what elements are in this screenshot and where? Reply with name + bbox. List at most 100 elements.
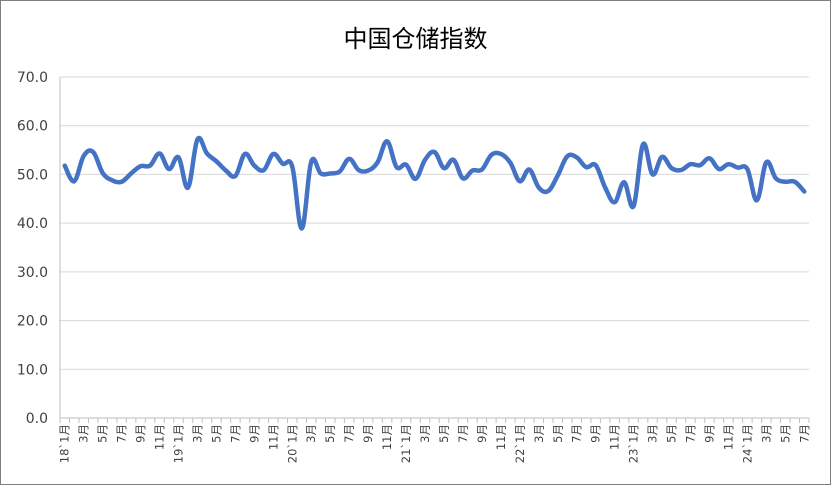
- data-point: [130, 173, 132, 175]
- data-point: [538, 187, 540, 189]
- x-tick-label: 7月: [115, 424, 129, 443]
- data-point: [225, 170, 227, 172]
- data-point: [595, 164, 597, 166]
- data-point: [481, 169, 483, 171]
- data-point: [547, 190, 549, 192]
- data-point: [434, 151, 436, 153]
- data-point: [728, 163, 730, 165]
- x-tick-label: 3月: [304, 424, 318, 443]
- data-point: [614, 201, 616, 203]
- data-point: [254, 165, 256, 167]
- x-tick-label: 23`1月: [627, 424, 641, 463]
- data-point: [197, 139, 199, 141]
- data-point: [282, 163, 284, 165]
- y-tick-label: 10.0: [17, 362, 48, 378]
- data-point: [519, 180, 521, 182]
- data-point: [405, 164, 407, 166]
- data-point: [566, 156, 568, 158]
- x-tick-label: 9月: [247, 424, 261, 443]
- x-tick-label: 11月: [380, 424, 394, 450]
- data-point: [709, 158, 711, 160]
- x-tick-label: 18`1月: [58, 424, 72, 463]
- data-point: [453, 159, 455, 161]
- x-tick-labels: 18`1月 3月 5月 7月 9月 11月 19`1月 3月 5月 7月 9月 11月 20`1月 3月 5…: [58, 424, 812, 463]
- x-tick-label: 11月: [608, 424, 622, 450]
- data-point: [121, 181, 123, 183]
- data-point: [794, 181, 796, 183]
- x-tick-label: 7月: [683, 424, 697, 443]
- data-point: [491, 154, 493, 156]
- data-point: [111, 179, 113, 181]
- data-point: [500, 153, 502, 155]
- x-tick-label: 9月: [475, 424, 489, 443]
- x-tick-label: 5月: [96, 424, 110, 443]
- data-point: [310, 161, 312, 163]
- x-tick-label: 7月: [570, 424, 584, 443]
- data-point: [803, 191, 805, 193]
- data-point: [92, 151, 94, 153]
- data-point: [396, 166, 398, 168]
- x-tick-label: 11月: [153, 424, 167, 450]
- data-point: [472, 170, 474, 172]
- x-tick-label: 11月: [721, 424, 735, 450]
- data-point: [775, 178, 777, 180]
- x-tick-label: 7月: [456, 424, 470, 443]
- data-point: [680, 169, 682, 171]
- data-point: [273, 153, 275, 155]
- y-tick-label: 0.0: [26, 411, 48, 427]
- data-point: [291, 166, 293, 168]
- x-tick-label: 9月: [589, 424, 603, 443]
- data-point: [415, 178, 417, 180]
- data-point: [83, 155, 85, 157]
- y-tick-label: 20.0: [17, 314, 48, 330]
- data-point: [159, 153, 161, 155]
- x-tick-label: 9月: [134, 424, 148, 443]
- data-point: [235, 175, 237, 177]
- data-point: [73, 180, 75, 182]
- x-tick-label: 9月: [702, 424, 716, 443]
- y-tick-label: 30.0: [17, 265, 48, 281]
- data-point: [244, 153, 246, 155]
- chart-title: 中国仓储指数: [343, 25, 488, 53]
- data-point: [661, 156, 663, 158]
- data-point: [320, 173, 322, 175]
- x-tick-label: 20`1月: [285, 424, 299, 463]
- data-point: [339, 171, 341, 173]
- series-layer: [62, 135, 807, 231]
- gridlines: [60, 76, 809, 370]
- x-tick-label: 22`1月: [513, 424, 527, 463]
- data-point: [377, 161, 379, 163]
- data-point: [263, 169, 265, 171]
- data-point: [642, 143, 644, 145]
- x-tick-label: 11月: [266, 424, 280, 450]
- x-tick-label: 5月: [665, 424, 679, 443]
- data-point: [737, 167, 739, 169]
- data-point: [216, 160, 218, 162]
- x-tick-label: 5月: [437, 424, 451, 443]
- data-point: [699, 164, 701, 166]
- x-tick-label: 9月: [361, 424, 375, 443]
- data-point: [149, 165, 151, 167]
- data-point: [690, 163, 692, 165]
- data-point: [168, 168, 170, 170]
- data-point: [529, 169, 531, 171]
- data-point: [424, 159, 426, 161]
- x-tick-label: 24`1月: [740, 424, 754, 463]
- axes: [59, 77, 810, 423]
- data-point: [462, 178, 464, 180]
- series-line: [62, 135, 807, 231]
- data-point: [747, 168, 749, 170]
- x-tick-label: 11月: [494, 424, 508, 450]
- x-tick-label: 5月: [209, 424, 223, 443]
- data-point: [348, 158, 350, 160]
- data-point: [671, 167, 673, 169]
- y-tick-labels: 0.0 10.0 20.0 30.0 40.0 50.0 60.0 70.0: [17, 70, 48, 427]
- x-tick-label: 21`1月: [399, 424, 413, 463]
- x-tick-label: 5月: [323, 424, 337, 443]
- data-point: [756, 199, 758, 201]
- data-point: [64, 165, 66, 167]
- data-point: [633, 205, 635, 207]
- x-tick-label: 19`1月: [172, 424, 186, 463]
